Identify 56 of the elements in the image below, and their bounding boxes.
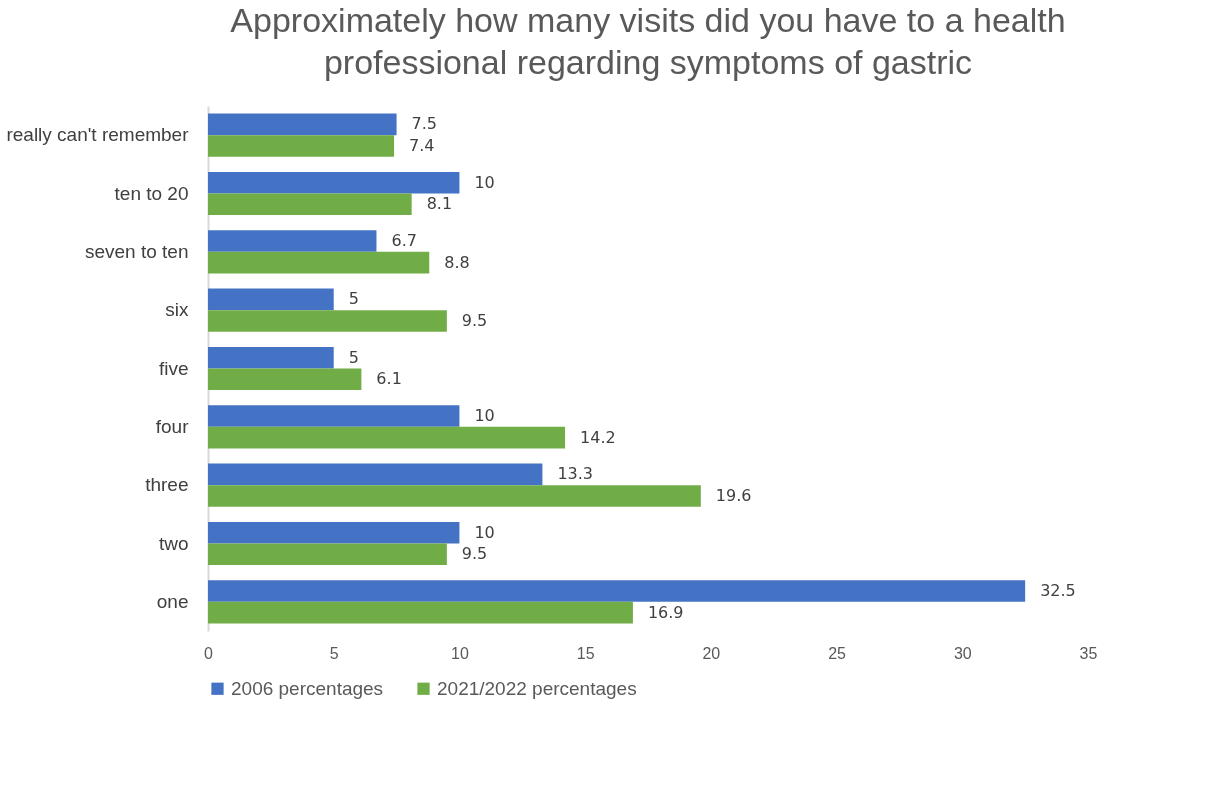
y-tick-label: four <box>155 415 190 437</box>
x-tick-label: 10 <box>451 644 469 662</box>
data-label: 6.1 <box>376 369 402 389</box>
bar <box>208 426 566 449</box>
x-tick-label: 35 <box>1079 644 1098 662</box>
y-tick-label: six <box>165 299 189 321</box>
data-label: 7.4 <box>409 135 435 155</box>
x-tick-label: 25 <box>828 644 847 662</box>
data-label: 5 <box>348 289 359 309</box>
bar <box>208 346 334 369</box>
chart-title: Approximately how many visits did you have to a health professional regarding symptoms of gastric <box>230 1 1066 81</box>
data-label: 16.9 <box>647 602 684 622</box>
data-label: 32.5 <box>1040 581 1076 601</box>
data-label: 19.6 <box>715 485 752 505</box>
bar <box>208 113 397 136</box>
x-tick-label: 30 <box>953 644 972 662</box>
x-tick-label: 15 <box>576 644 595 662</box>
y-tick-label: two <box>158 532 189 554</box>
y-tick-label: seven to ten <box>84 240 189 262</box>
data-label: 6.7 <box>391 231 417 251</box>
bar <box>208 135 395 157</box>
data-label: 10 <box>474 172 495 192</box>
data-label: 5 <box>348 347 359 367</box>
bar <box>208 521 460 544</box>
legend-label: 2006 percentages <box>231 677 384 699</box>
y-tick-label: three <box>145 474 189 496</box>
x-tick-label: 20 <box>702 644 721 662</box>
bar <box>208 171 460 194</box>
bar <box>208 230 377 252</box>
bar <box>208 251 430 274</box>
bar <box>208 601 633 624</box>
y-tick-label: five <box>158 357 189 379</box>
legend-label: 2021/2022 percentages <box>437 677 637 699</box>
bar <box>208 288 334 311</box>
bar <box>208 405 460 427</box>
data-label: 13.3 <box>557 464 594 484</box>
y-tick-label: ten to 20 <box>114 182 189 204</box>
data-label: 8.8 <box>444 252 470 272</box>
bar <box>208 463 543 486</box>
bar <box>208 193 412 216</box>
data-label: 10 <box>474 522 495 542</box>
data-label: 8.1 <box>426 194 453 214</box>
data-label: 7.5 <box>411 114 438 134</box>
y-tick-label: really can't remember <box>6 124 190 146</box>
bar <box>208 368 362 391</box>
bar <box>208 543 447 566</box>
y-tick-label: one <box>156 590 189 612</box>
data-label: 14.2 <box>580 427 616 447</box>
data-label: 9.5 <box>461 544 488 564</box>
x-tick-label: 5 <box>329 644 339 662</box>
bar <box>208 310 447 332</box>
x-tick-label: 0 <box>204 644 214 662</box>
data-label: 10 <box>474 406 495 426</box>
data-label: 9.5 <box>461 310 488 330</box>
bar <box>208 485 701 507</box>
bar <box>208 580 1026 602</box>
